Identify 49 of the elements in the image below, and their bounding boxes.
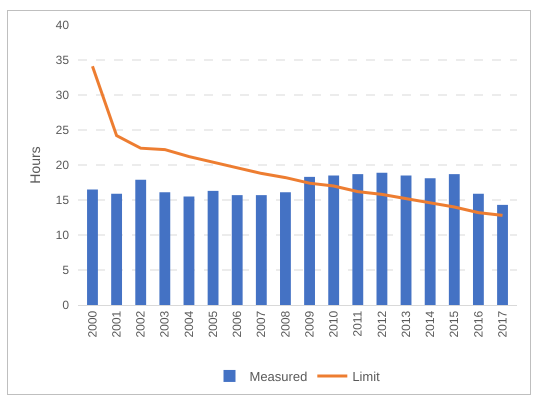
x-tick-label: 2011 xyxy=(350,310,365,337)
x-tick-label: 2012 xyxy=(374,310,389,338)
bar xyxy=(304,176,315,305)
bar xyxy=(232,195,243,305)
x-tick-label: 2014 xyxy=(423,310,438,338)
bar xyxy=(376,172,388,305)
line-series xyxy=(90,64,504,217)
x-tick-label: 2017 xyxy=(495,310,510,338)
bar xyxy=(472,194,484,305)
bar xyxy=(184,196,194,305)
y-axis-title: Hours xyxy=(27,146,43,184)
x-tick-label: 2005 xyxy=(206,310,220,338)
x-tick-label: 2007 xyxy=(254,310,268,338)
bar xyxy=(111,194,122,305)
bar xyxy=(328,176,340,305)
y-tick-label: 40 xyxy=(56,18,70,32)
legend-label: Measured xyxy=(250,369,308,384)
bar xyxy=(159,192,170,305)
x-tick-label: 2006 xyxy=(230,310,244,338)
bar xyxy=(497,204,508,305)
x-tick-label: 2004 xyxy=(182,310,196,338)
legend-label: Limit xyxy=(352,369,380,384)
bar xyxy=(448,174,460,305)
y-tick-label: 30 xyxy=(56,88,70,102)
bar xyxy=(280,192,291,305)
bar xyxy=(87,190,98,305)
x-tick-label: 2003 xyxy=(158,310,172,338)
bar xyxy=(208,190,218,305)
bar xyxy=(352,174,364,305)
x-tick-label: 2000 xyxy=(85,310,100,338)
x-tick-label: 2001 xyxy=(109,310,124,338)
y-tick-label: 5 xyxy=(62,263,70,278)
y-tick-label: 35 xyxy=(56,53,70,68)
y-tick-label: 25 xyxy=(56,123,70,138)
x-tick-label: 2013 xyxy=(398,310,413,338)
bar xyxy=(400,176,412,305)
x-tick-label: 2008 xyxy=(278,310,292,338)
x-tick-label: 2009 xyxy=(302,310,316,338)
y-tick-label: 15 xyxy=(56,193,70,208)
x-tick-label: 2010 xyxy=(326,310,341,338)
bar xyxy=(256,195,267,305)
y-tick-label: 10 xyxy=(56,228,70,242)
x-tick-label: 2016 xyxy=(471,310,486,338)
bar xyxy=(424,178,436,305)
x-tick-label: 2015 xyxy=(447,310,462,338)
bar xyxy=(135,180,146,305)
y-tick-label: 0 xyxy=(62,298,70,312)
x-tick-label: 2002 xyxy=(134,310,148,338)
y-tick-label: 20 xyxy=(56,158,70,172)
